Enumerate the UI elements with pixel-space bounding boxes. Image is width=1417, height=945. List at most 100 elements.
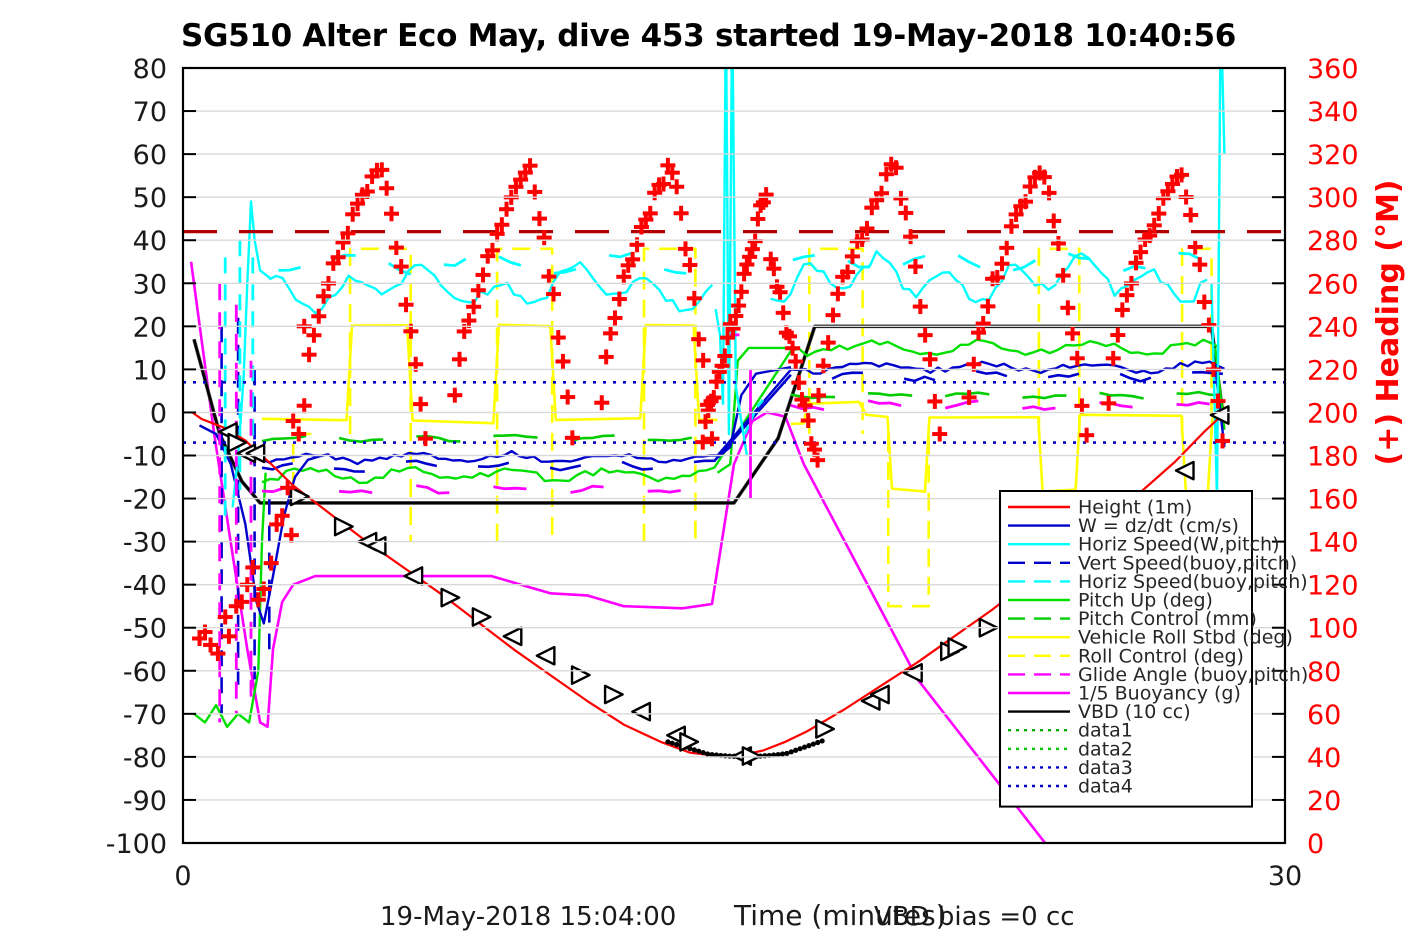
horiz-speed-buoy-pitch-d <box>663 268 687 275</box>
horiz-speed-buoy-pitch-d <box>608 251 632 259</box>
horiz-speed-buoy-pitch-d <box>498 255 522 267</box>
height-direction-marker <box>902 663 923 683</box>
glide-angle <box>944 399 979 410</box>
legend-item[interactable]: data2 <box>1008 738 1133 760</box>
ytick-label-left: -20 <box>123 485 167 516</box>
height-direction-marker <box>947 637 968 657</box>
height-sample-dot <box>784 750 790 756</box>
pitch-control <box>1099 391 1144 400</box>
vert-speed-buoy-pitch <box>261 462 294 471</box>
height-direction-marker <box>815 719 835 739</box>
legend-label: Roll Control (deg) <box>1078 645 1244 667</box>
height-direction-marker <box>502 626 523 647</box>
height-sample-dot <box>819 738 825 744</box>
legend-item[interactable]: Pitch Control (mm) <box>1008 608 1257 630</box>
roll-control <box>291 432 316 490</box>
horiz-speed-buoy-pitch-d <box>278 266 301 272</box>
y-axis-label-right: (+) Heading (°M) <box>1371 179 1406 465</box>
roll-control <box>495 247 554 542</box>
ytick-label-right: 80 <box>1307 657 1341 688</box>
legend-item[interactable]: Horiz Speed(W,pitch) <box>1008 534 1280 556</box>
height-sample-dot <box>775 751 781 758</box>
ytick-label-right: 60 <box>1307 700 1341 731</box>
legend-item[interactable]: Pitch Up (deg) <box>1008 590 1213 612</box>
ytick-label-right: 320 <box>1307 140 1359 171</box>
ytick-label-right: 260 <box>1307 269 1359 300</box>
glide-angle <box>416 484 450 495</box>
vert-speed-buoy-pitch <box>1119 372 1152 383</box>
ytick-label-left: -40 <box>123 571 167 602</box>
ytick-label-right: 240 <box>1307 312 1359 343</box>
ytick-label-left: -30 <box>123 528 167 559</box>
legend-item[interactable]: 1/5 Buoyancy (g) <box>1008 683 1241 705</box>
legend-label: Horiz Speed(buoy,pitch) <box>1078 571 1308 593</box>
ytick-label-left: 60 <box>133 140 167 171</box>
glide-angle <box>1176 401 1210 407</box>
height-sample-dot <box>665 739 671 745</box>
legend-item[interactable]: Roll Control (deg) <box>1008 645 1244 667</box>
ytick-label-left: -60 <box>123 657 167 688</box>
height-sample-dot <box>691 747 697 753</box>
pitch-control <box>868 392 913 397</box>
ytick-label-left: 80 <box>133 54 167 85</box>
height-direction-marker <box>869 684 890 705</box>
height-direction-marker <box>403 566 424 586</box>
legend-box[interactable] <box>999 490 1253 808</box>
vert-speed-buoy-pitch <box>405 459 438 468</box>
vehicle-roll-stbd-descent <box>261 323 718 425</box>
horiz-speed-buoy-pitch-a <box>957 254 981 269</box>
ytick-label-right: 20 <box>1307 786 1341 817</box>
legend-item[interactable]: Horiz Speed(buoy,pitch) <box>1008 571 1308 593</box>
ytick-label-right: 100 <box>1307 614 1359 645</box>
ytick-label-right: 140 <box>1307 528 1359 559</box>
ytick-label-left: 70 <box>133 97 167 128</box>
legend-item[interactable]: Height (1m) <box>1008 497 1192 519</box>
horiz-speed-buoy-pitch-a <box>1067 252 1091 261</box>
height-direction-marker <box>679 731 700 752</box>
legend-item[interactable]: VBD (10 cc) <box>1008 701 1191 723</box>
glide-angle <box>1022 405 1056 411</box>
xtick-label: 0 <box>174 861 191 892</box>
legend-label: W = dz/dt (cm/s) <box>1078 515 1239 537</box>
w-dzdt-apogee <box>716 366 792 459</box>
legend-item[interactable]: Glide Angle (buoy,pitch) <box>1008 664 1308 686</box>
legend-item[interactable]: Vehicle Roll Stbd (deg) <box>1008 627 1293 649</box>
ytick-label-left: 50 <box>133 183 167 214</box>
legend-item[interactable]: data1 <box>1008 720 1133 742</box>
height-direction-marker <box>333 516 354 537</box>
x-axis-label: Time (minutes) <box>733 899 947 932</box>
legend-item[interactable]: W = dz/dt (cm/s) <box>1008 515 1239 537</box>
ytick-label-right: 300 <box>1307 183 1359 214</box>
height-sample-dot <box>797 746 803 752</box>
height-sample-dot <box>810 741 816 747</box>
legend-label: Vehicle Roll Stbd (deg) <box>1078 627 1293 649</box>
legend-item[interactable]: data4 <box>1008 776 1133 798</box>
legend-label: 1/5 Buoyancy (g) <box>1078 683 1241 705</box>
pitch-control <box>790 393 836 400</box>
ytick-label-right: 200 <box>1307 398 1359 429</box>
horiz-speed-buoy-pitch-a <box>792 254 815 262</box>
height-sample-dot <box>674 741 680 748</box>
ytick-label-right: 120 <box>1307 571 1359 602</box>
vehicle-roll-stbd-ascent <box>790 400 1226 493</box>
height-direction-marker <box>631 701 652 722</box>
glide-angle <box>647 489 681 494</box>
height-sample-dot <box>815 739 821 746</box>
height-sample-dot <box>801 744 808 750</box>
pitch-up <box>261 338 1220 485</box>
legend-item[interactable]: data3 <box>1008 757 1133 779</box>
height-sample-dot <box>806 743 812 749</box>
glide-angle <box>493 485 527 491</box>
glide-angle <box>570 484 604 494</box>
legend-item[interactable]: Vert Speed(buoy,pitch) <box>1008 552 1297 574</box>
ytick-label-left: 20 <box>133 312 167 343</box>
legend-label: VBD (10 cc) <box>1078 701 1191 723</box>
height-direction-marker <box>245 443 266 464</box>
ytick-label-left: 10 <box>133 355 167 386</box>
horiz-speed-end-spike <box>1210 68 1226 500</box>
ytick-label-left: 40 <box>133 226 167 257</box>
legend-label: Horiz Speed(W,pitch) <box>1078 534 1280 556</box>
legend-label: Vert Speed(buoy,pitch) <box>1078 552 1297 574</box>
vert-speed-buoy-pitch <box>549 464 582 472</box>
height-sample-dot <box>669 740 675 746</box>
